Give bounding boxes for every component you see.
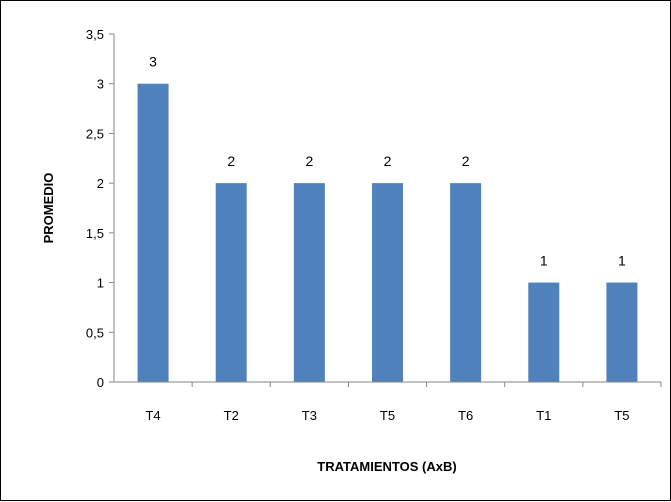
x-tick-label: T3 <box>302 408 317 423</box>
bar-t3-2 <box>293 183 325 382</box>
data-label: 2 <box>227 153 235 169</box>
x-tick-label: T2 <box>224 408 239 423</box>
y-axis-ticks: 0 0,5 1 1,5 2 2,5 3 3,5 <box>86 27 114 390</box>
bar-t4-0 <box>137 83 169 382</box>
x-axis-title: TRATAMIENTOS (AxB) <box>317 459 456 474</box>
bar-t1-5 <box>528 282 560 382</box>
data-label: 2 <box>305 153 313 169</box>
data-label: 1 <box>618 253 626 269</box>
bar-t5-3 <box>372 183 403 382</box>
y-axis-title: PROMEDIO <box>41 173 56 244</box>
x-tick-label: T1 <box>536 408 551 423</box>
x-tick-label: T4 <box>145 408 160 423</box>
x-tick-label: T5 <box>380 408 395 423</box>
data-label: 2 <box>462 153 470 169</box>
bar-t6-4 <box>450 183 482 382</box>
y-tick-label: 2 <box>97 176 104 191</box>
y-tick-label: 2,5 <box>86 126 104 141</box>
y-tick-label: 0 <box>97 375 104 390</box>
bar-t5-6 <box>606 282 638 382</box>
data-label: 3 <box>149 54 157 70</box>
x-axis-ticks: T4 T2 T3 T5 T6 T1 T5 <box>145 382 662 423</box>
data-labels: 3 2 2 2 2 1 1 <box>149 54 626 269</box>
y-tick-label: 3,5 <box>86 27 104 42</box>
bar-t2-1 <box>215 183 247 382</box>
y-tick-label: 1,5 <box>86 226 104 241</box>
y-tick-label: 0,5 <box>86 325 104 340</box>
x-tick-label: T5 <box>614 408 629 423</box>
bars <box>137 83 638 382</box>
y-tick-label: 3 <box>97 77 104 92</box>
x-tick-label: T6 <box>458 408 473 423</box>
data-label: 1 <box>540 253 548 269</box>
y-tick-label: 1 <box>97 276 104 291</box>
data-label: 2 <box>384 153 392 169</box>
